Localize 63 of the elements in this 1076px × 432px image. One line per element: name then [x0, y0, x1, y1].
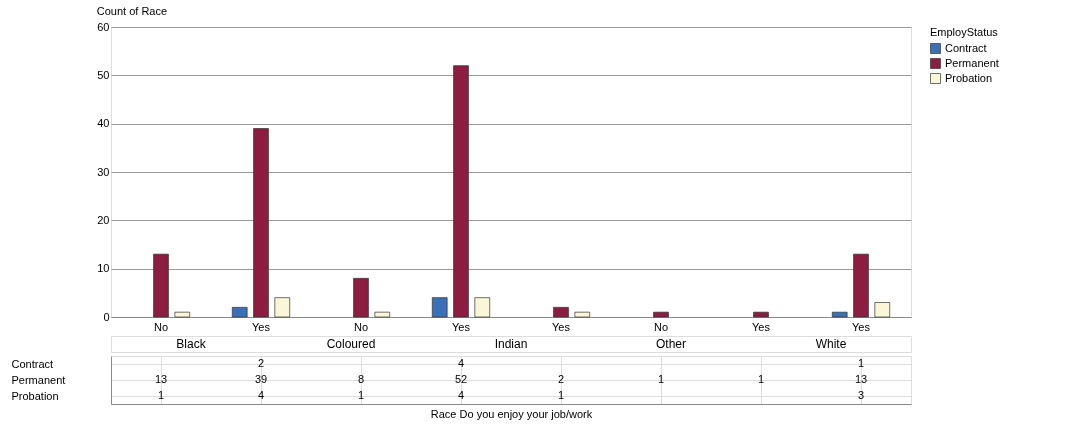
x-tick-label: No: [653, 320, 669, 333]
bar: [353, 277, 369, 318]
text: White: [815, 337, 847, 351]
data-label: 13: [154, 373, 168, 385]
data-label: 4: [457, 389, 465, 401]
chart-title: Count of Race: [96, 5, 168, 17]
y-tick-label: 10: [97, 262, 110, 275]
x-tick-label: Yes: [552, 320, 571, 333]
data-label: 13: [854, 373, 868, 385]
bar: [653, 311, 669, 318]
data-label: 1: [757, 373, 765, 385]
data-label: 8: [357, 373, 365, 385]
x-tick-label: No: [353, 320, 369, 333]
text: Black: [176, 337, 207, 351]
x-tick-label: Yes: [252, 320, 271, 333]
bar: [553, 306, 569, 318]
data-label: 52: [454, 373, 468, 385]
y-tick-label: 0: [103, 310, 110, 323]
x-tick-label: Yes: [452, 320, 471, 333]
bar: [174, 311, 191, 318]
y-tick-label: 20: [97, 213, 110, 226]
bar: [574, 311, 591, 318]
bar: [274, 297, 291, 318]
y-tick-label: 40: [97, 117, 110, 130]
bar: [874, 302, 891, 318]
bar: [374, 311, 391, 318]
data-label: 3: [857, 389, 865, 401]
x-tick-label: Yes: [852, 320, 871, 333]
data-label: 1: [657, 373, 665, 385]
text: Coloured: [326, 337, 376, 351]
data-label: 4: [257, 389, 265, 401]
data-label: 1: [557, 389, 565, 401]
text: Probation: [11, 389, 59, 402]
legend-title: EmployStatus: [930, 26, 999, 38]
data-label: 1: [157, 389, 165, 401]
text: Other: [655, 337, 687, 351]
data-label: 2: [257, 357, 265, 369]
legend-label: Contract: [945, 41, 987, 54]
bar: [431, 297, 448, 318]
data-label: 4: [457, 357, 465, 369]
legend-label: Probation: [945, 71, 993, 84]
data-label: 1: [857, 357, 865, 369]
bar: [453, 65, 469, 318]
bar: [753, 311, 769, 318]
bar: [231, 306, 248, 318]
bar: [153, 253, 169, 318]
y-tick-label: 60: [97, 20, 110, 33]
x-tick-label: Yes: [752, 320, 771, 333]
y-tick-label: 50: [97, 68, 110, 81]
bar: [253, 128, 269, 318]
text: Race Do you enjoy your job/work: [430, 407, 593, 420]
text: Indian: [494, 337, 528, 351]
text: Permanent: [11, 373, 66, 386]
data-label: 39: [254, 373, 268, 385]
text: Contract: [11, 357, 54, 370]
data-label: 1: [357, 389, 365, 401]
x-tick-label: No: [153, 320, 169, 333]
y-tick-label: 30: [97, 165, 110, 178]
legend-label: Permanent: [945, 56, 999, 69]
bar: [474, 297, 491, 318]
data-label: 2: [557, 373, 565, 385]
bar: [853, 253, 869, 318]
bar: [831, 311, 848, 318]
